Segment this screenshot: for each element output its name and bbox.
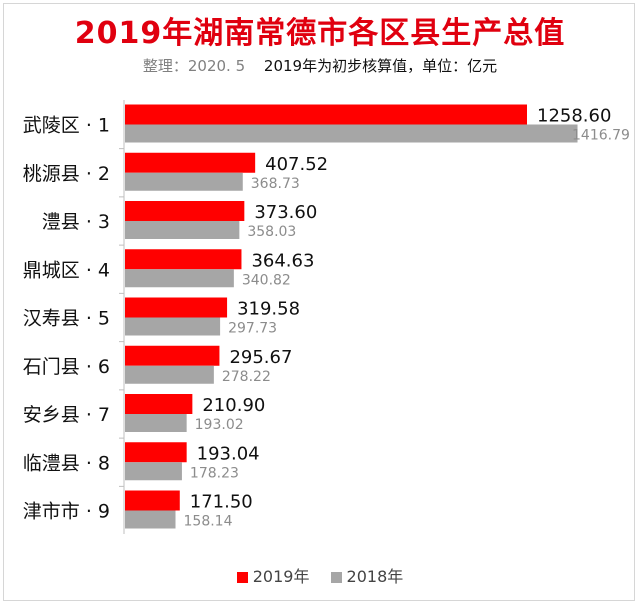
value-label-2018: 340.82	[242, 272, 291, 288]
value-label-2018: 278.22	[222, 369, 271, 385]
category-label: 安乡县 · 7	[23, 404, 110, 426]
category-label: 汉寿县 · 5	[23, 308, 110, 330]
subtitle-text: 2019年为初步核算值，单位：亿元	[263, 57, 498, 75]
chart-frame	[3, 3, 635, 601]
category-label: 石门县 · 6	[23, 356, 110, 378]
value-label-2018: 193.02	[195, 417, 244, 433]
value-label-2019: 319.58	[237, 299, 300, 320]
value-label-2019: 364.63	[251, 250, 314, 271]
legend-swatch-2018	[330, 572, 342, 583]
bar-2018	[125, 414, 187, 432]
value-label-2019: 1258.60	[537, 106, 611, 127]
legend-swatch-2019	[236, 572, 248, 583]
category-label: 临澧县 · 8	[23, 452, 110, 474]
value-label-2019: 373.60	[254, 202, 317, 223]
legend: 2019年 2018年	[0, 563, 640, 587]
bar-2018	[125, 269, 234, 288]
bar-2019	[125, 152, 256, 173]
legend-label-2018: 2018年	[346, 567, 404, 586]
bar-2019	[125, 490, 180, 511]
bar-2018	[125, 510, 176, 529]
bar-2018	[125, 317, 221, 336]
value-label-2018: 158.14	[184, 514, 233, 530]
bar-2018	[125, 365, 214, 384]
chart-title: 2019年湖南常德市各区县生产总值	[74, 16, 566, 51]
bar-2019	[125, 394, 193, 414]
category-label: 桃源县 · 2	[23, 163, 110, 185]
legend-item-2018: 2018年	[330, 563, 404, 587]
category-label: 津市市 · 9	[23, 501, 110, 523]
bar-2019	[125, 297, 228, 318]
bar-2019	[125, 249, 242, 270]
category-label: 武陵区 · 1	[23, 115, 110, 137]
value-label-2019: 193.04	[197, 443, 260, 464]
value-label-2018: 368.73	[251, 176, 300, 192]
bar-2019	[125, 345, 220, 366]
value-label-2019: 295.67	[229, 347, 292, 368]
value-label-2018: 297.73	[228, 321, 277, 337]
bar-2018	[125, 221, 240, 239]
bar-2018	[125, 462, 182, 481]
value-label-2019: 407.52	[265, 154, 328, 175]
value-label-2018: 178.23	[190, 465, 239, 481]
legend-label-2019: 2019年	[252, 567, 310, 586]
value-label-2018: 358.03	[247, 224, 296, 240]
chart-subtitle: 整理：2020. 5 2019年为初步核算值，单位：亿元	[0, 55, 640, 76]
legend-item-2019: 2019年	[236, 563, 310, 587]
bar-2018	[125, 172, 243, 191]
value-label-2019: 171.50	[190, 492, 253, 513]
category-label: 鼎城区 · 4	[23, 259, 110, 281]
bar-2019	[125, 442, 187, 463]
bar-2019	[125, 104, 527, 125]
subtitle-note: 整理：2020. 5	[142, 57, 246, 75]
value-label-2019: 210.90	[202, 395, 265, 416]
bar-2019	[125, 201, 245, 221]
bar-2018	[125, 124, 578, 143]
category-label: 澧县 · 3	[42, 211, 110, 233]
value-label-2018: 1416.79	[572, 128, 630, 144]
